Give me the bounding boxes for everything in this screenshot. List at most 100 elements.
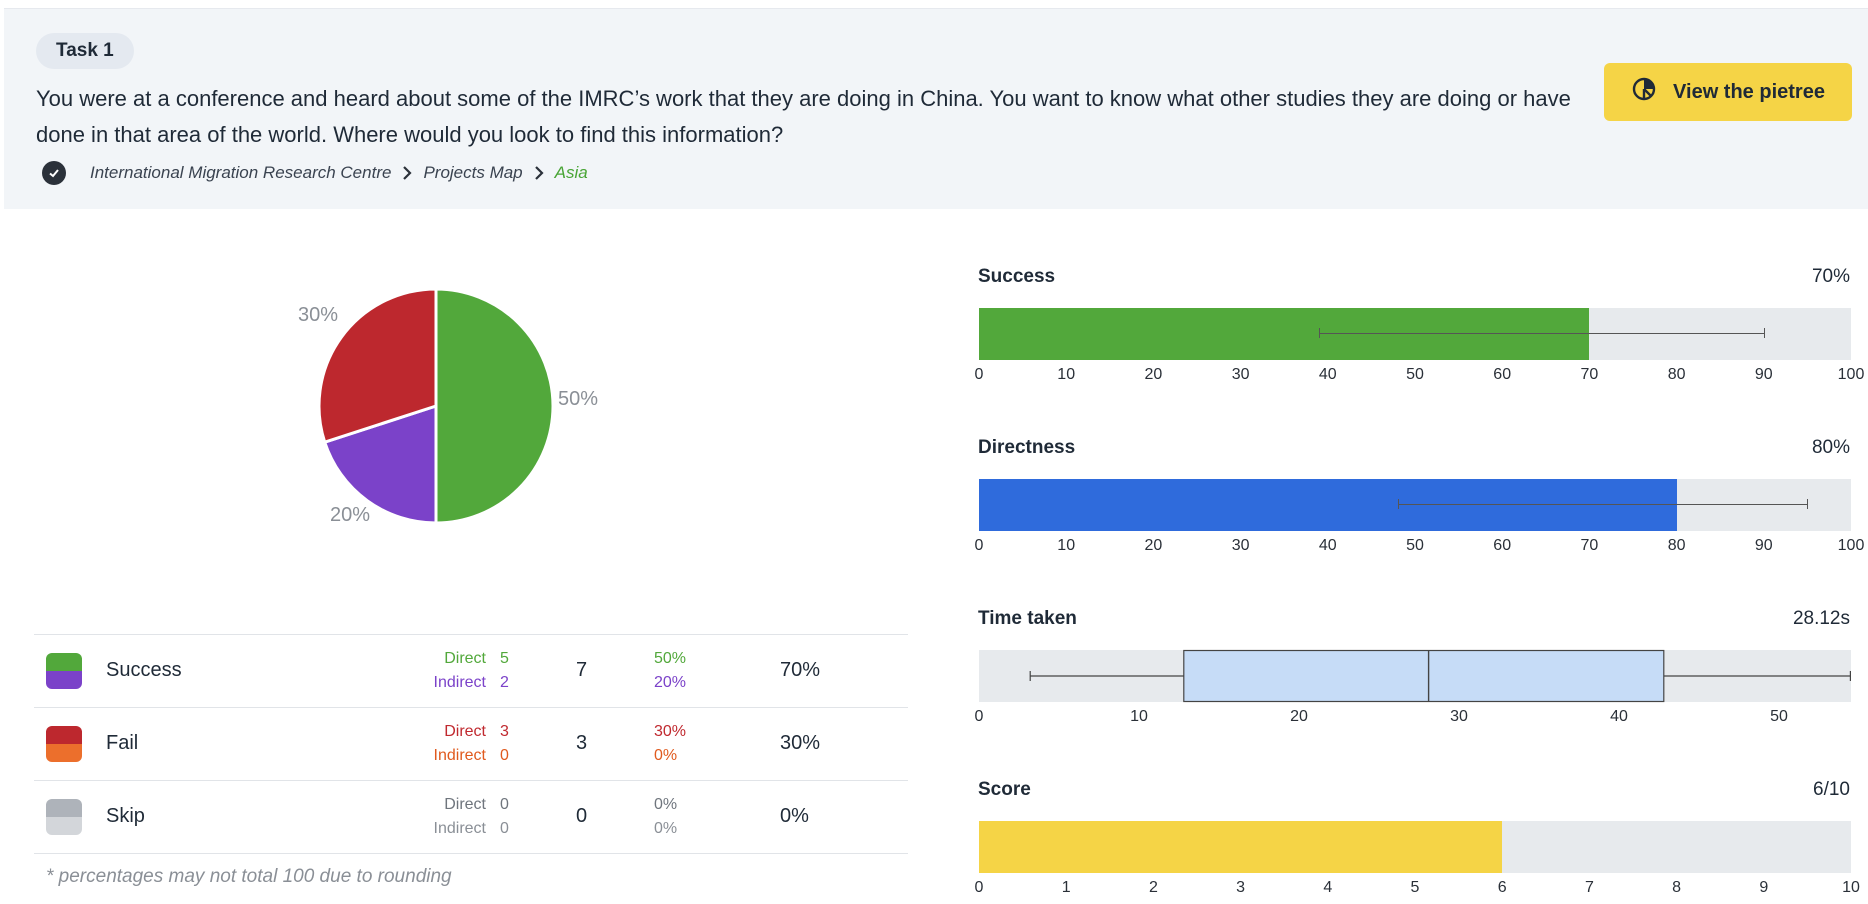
score-bar-track (979, 821, 1851, 873)
axis-tick-label: 70 (1580, 537, 1599, 554)
axis-tick-label: 70 (1580, 366, 1599, 383)
indirect-percent: 20% (654, 674, 687, 691)
axis-tick-label: 0 (974, 366, 984, 383)
pie-slice-1 (322, 403, 438, 525)
row-label: Skip (106, 805, 145, 827)
axis-tick-label: 60 (1493, 366, 1512, 383)
indirect-count: 0 (500, 747, 509, 764)
pie-label-fail: 30% (298, 304, 339, 326)
axis-tick-label: 90 (1754, 537, 1773, 554)
rounding-footnote: * percentages may not total 100 due to r… (46, 866, 452, 887)
breadcrumb-item: Projects Map (423, 163, 523, 182)
axis-tick-label: 80 (1667, 537, 1686, 554)
view-pietree-label: View the pietree (1673, 80, 1825, 103)
axis-tick-label: 10 (1130, 708, 1148, 725)
percentages: 0% 0% (654, 793, 677, 841)
outcome-pie-chart: 50% 20% 30% (280, 270, 640, 540)
overall-percent: 70% (780, 659, 821, 681)
view-pietree-button[interactable]: View the pietree (1604, 63, 1852, 121)
axis-tick-label: 20 (1290, 708, 1308, 725)
axis-tick-label: 30 (1450, 708, 1468, 725)
row-label: Fail (106, 732, 139, 754)
score-axis: 0 1 2 3 4 5 6 7 8 9 10 (975, 879, 1860, 901)
direct-count: 0 (500, 796, 509, 813)
error-bar-cap (1397, 499, 1399, 509)
error-bar (1319, 333, 1764, 334)
table-row-success: Success Direct Indirect 5 2 7 50% 20% 70… (34, 634, 908, 707)
axis-tick-label: 60 (1493, 537, 1512, 554)
direct-label: Direct (444, 723, 486, 740)
direct-percent: 50% (654, 650, 687, 667)
direct-percent: 30% (654, 723, 687, 740)
task-question: You were at a conference and heard about… (36, 86, 1571, 147)
axis-tick-label: 20 (1144, 537, 1163, 554)
indirect-count: 2 (500, 674, 509, 691)
error-bar-cap (1319, 328, 1321, 338)
direct-indirect-counts: 5 2 (500, 647, 509, 695)
indirect-percent: 0% (654, 747, 678, 764)
success-bar-track (979, 308, 1851, 360)
breadcrumb-item: International Migration Research Centre (90, 163, 392, 182)
axis-tick-label: 40 (1318, 366, 1337, 383)
overall-percent: 30% (780, 732, 821, 754)
bar-fill (979, 821, 1503, 873)
axis-tick-label: 5 (1410, 879, 1420, 896)
interquartile-box (1183, 649, 1665, 703)
axis-tick-label: 40 (1318, 537, 1337, 554)
pie-slice-0 (434, 287, 555, 525)
direct-label: Direct (444, 796, 486, 813)
indirect-label: Indirect (433, 747, 486, 764)
total-count: 7 (576, 659, 588, 681)
percentages: 30% 0% (654, 720, 686, 768)
axis-tick-label: 100 (1837, 537, 1865, 554)
direct-indirect-labels: Direct Indirect (434, 647, 486, 695)
axis-tick-label: 30 (1231, 366, 1250, 383)
error-bar (1397, 504, 1808, 505)
direct-indirect-counts: 3 0 (500, 720, 509, 768)
breadcrumb-item-current: Asia (554, 163, 588, 182)
indirect-label: Indirect (433, 820, 486, 837)
direct-indirect-labels: Direct Indirect (434, 793, 486, 841)
axis-tick-label: 4 (1323, 879, 1333, 896)
table-row-fail: Fail Direct Indirect 3 0 3 30% 0% 30% (34, 707, 908, 780)
success-swatch (46, 653, 82, 689)
direct-label: Direct (444, 650, 486, 667)
success-title: Success (978, 266, 1056, 287)
pie-svg (317, 287, 555, 525)
axis-tick-label: 50 (1770, 708, 1788, 725)
axis-tick-label: 0 (974, 879, 984, 896)
axis-tick-label: 10 (1842, 879, 1860, 896)
pie-slice-2 (317, 287, 438, 445)
axis-tick-label: 7 (1584, 879, 1594, 896)
axis-tick-label: 90 (1754, 366, 1773, 383)
directness-axis: 0 10 20 30 40 50 60 70 80 90 100 (975, 537, 1865, 559)
error-bar-cap (1763, 328, 1765, 338)
axis-tick-label: 100 (1837, 366, 1865, 383)
axis-tick-label: 10 (1057, 537, 1076, 554)
breadcrumb: International Migration Research Centre … (42, 161, 588, 185)
pie-label-success: 50% (558, 388, 599, 410)
axis-tick-label: 10 (1057, 366, 1076, 383)
task-header: Task 1 You were at a conference and hear… (4, 8, 1868, 209)
skip-swatch (46, 799, 82, 835)
direct-indirect-labels: Direct Indirect (434, 720, 486, 768)
chevron-right-icon (533, 165, 545, 181)
axis-tick-label: 0 (974, 708, 984, 725)
direct-count: 5 (500, 650, 509, 667)
axis-tick-label: 40 (1610, 708, 1628, 725)
bar-fill (979, 479, 1677, 531)
fail-swatch (46, 726, 82, 762)
indirect-count: 0 (500, 820, 509, 837)
time-boxplot (1029, 649, 1852, 703)
axis-tick-label: 6 (1497, 879, 1507, 896)
axis-tick-label: 3 (1236, 879, 1246, 896)
total-count: 0 (576, 805, 588, 827)
axis-tick-label: 2 (1148, 879, 1158, 896)
indirect-label: Indirect (433, 674, 486, 691)
axis-tick-label: 50 (1406, 537, 1424, 554)
task-label: Task 1 (36, 33, 134, 69)
success-value: 70% (1811, 266, 1850, 287)
chevron-right-icon (401, 165, 413, 181)
direct-indirect-counts: 0 0 (500, 793, 509, 841)
check-icon (42, 161, 66, 185)
